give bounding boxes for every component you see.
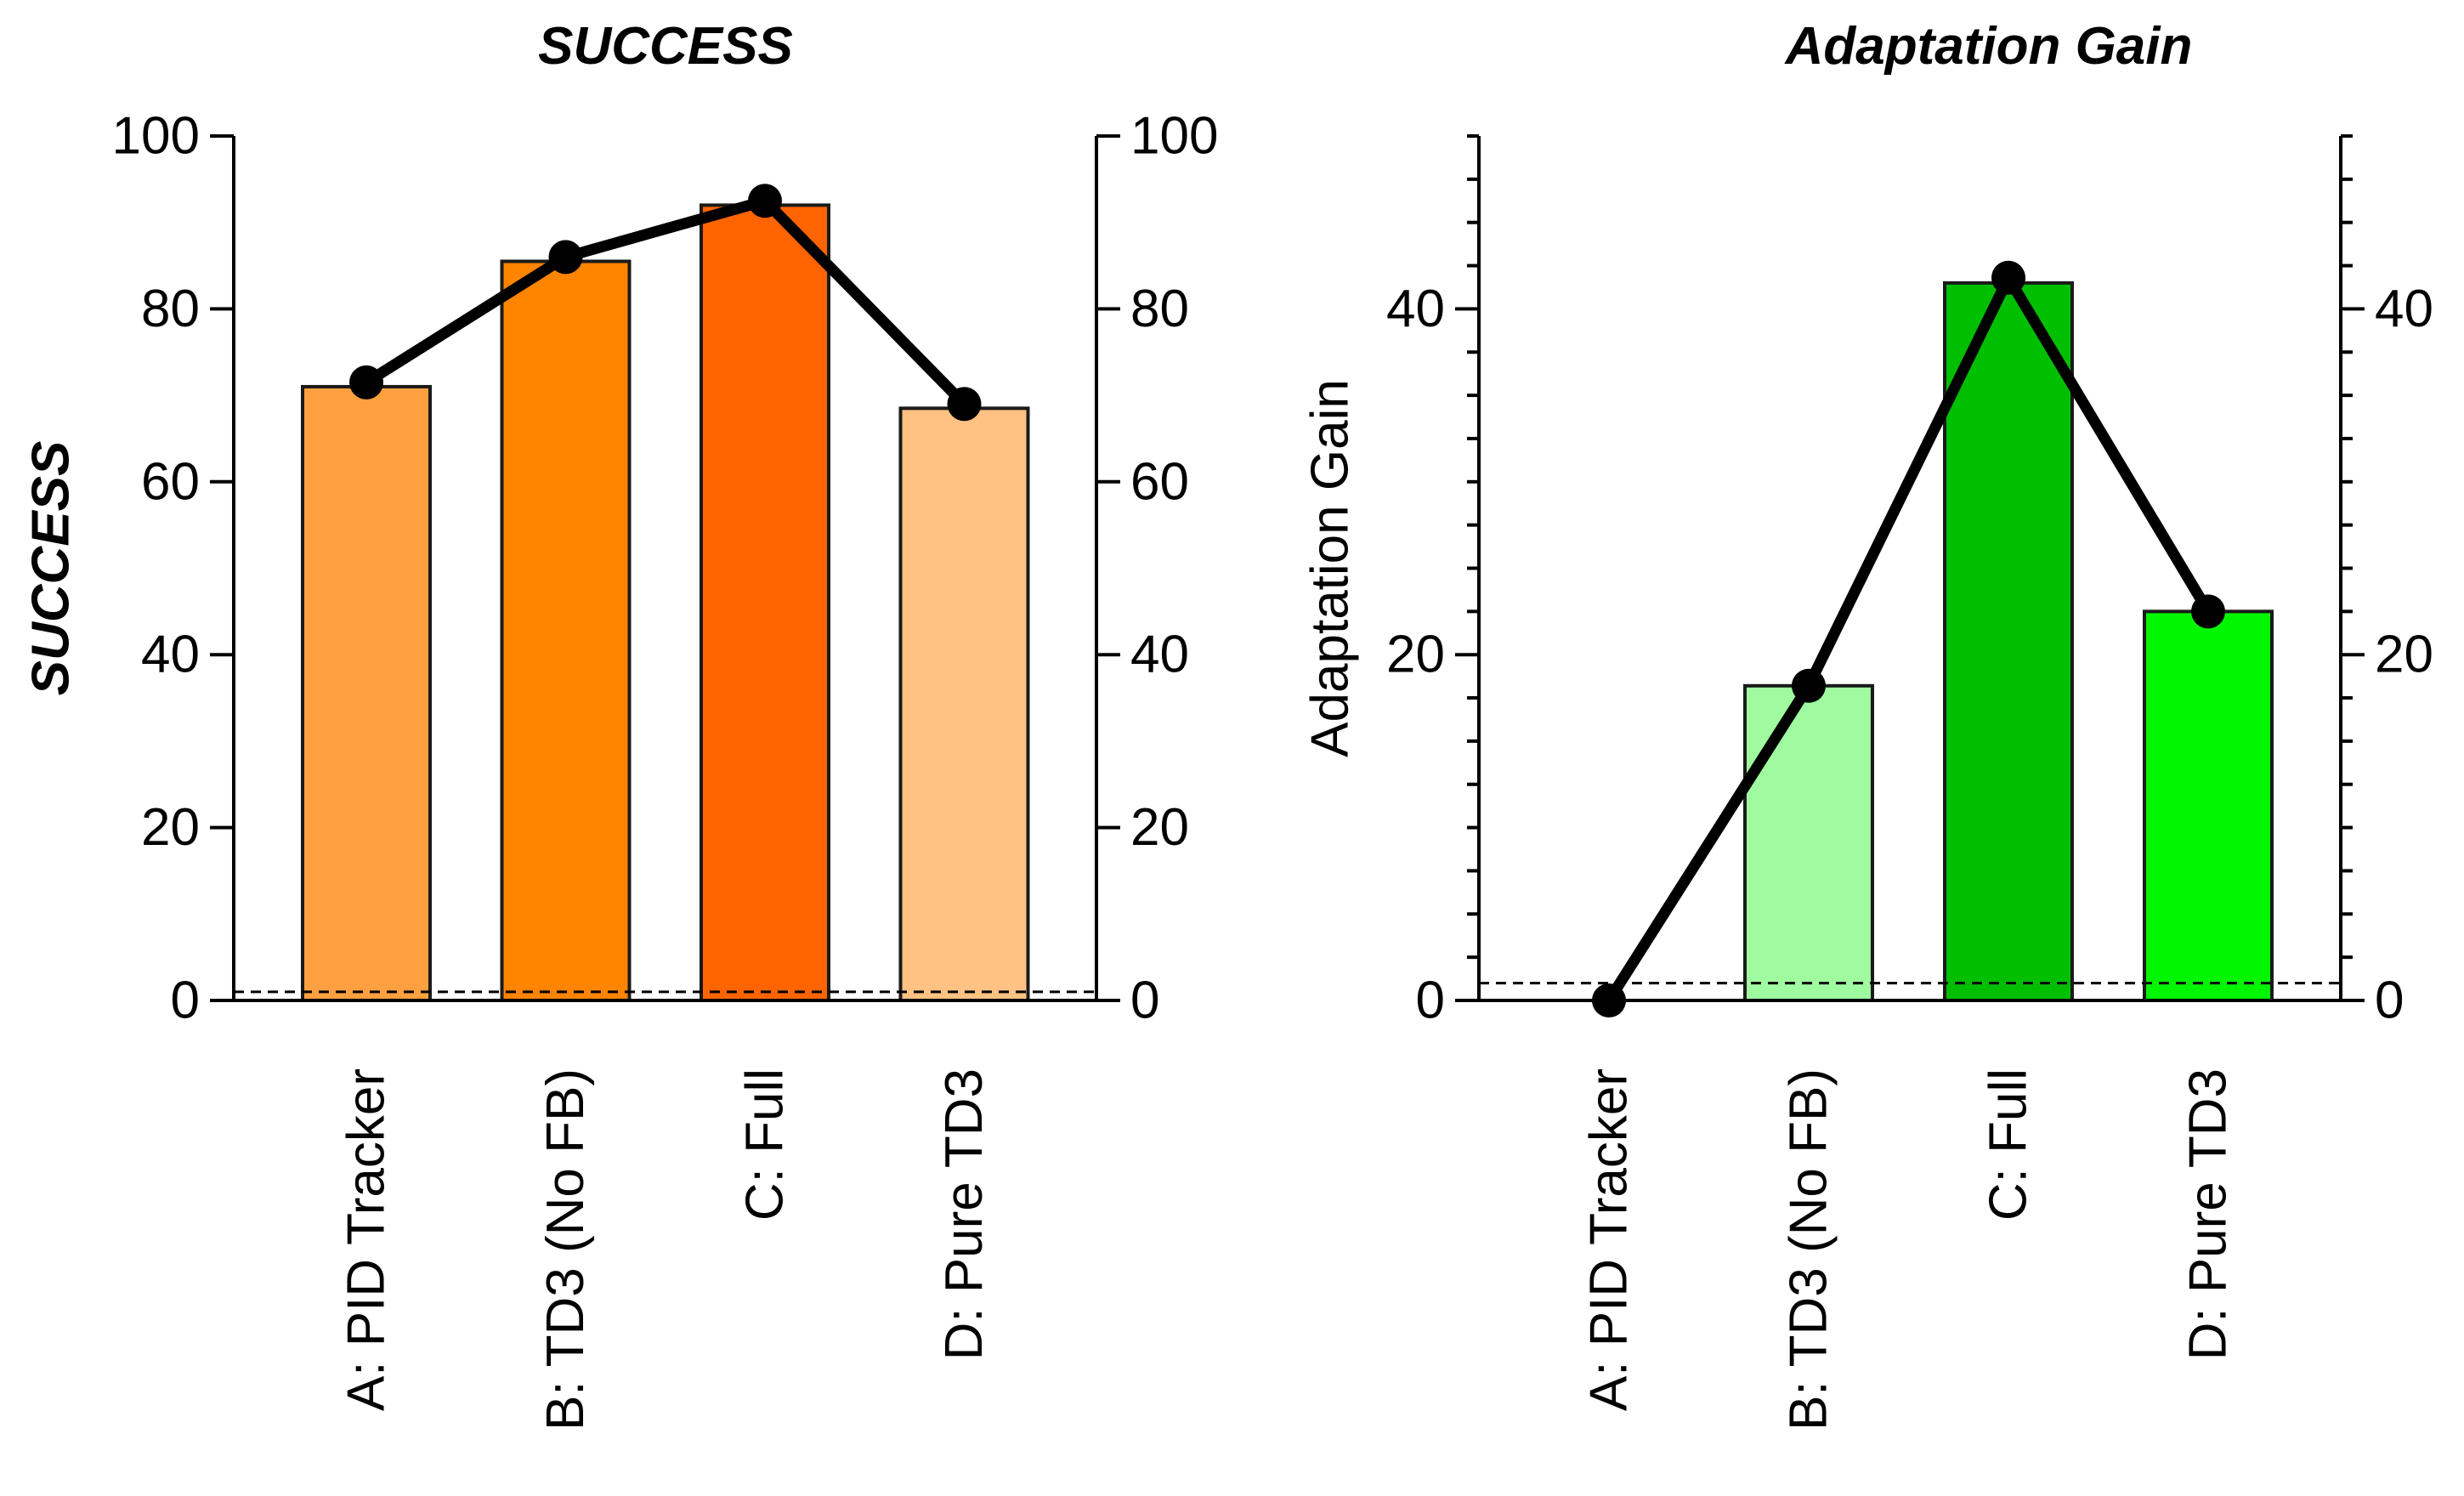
chart-2-category-label-a-pid-tracker: A: PID Tracker [1580,1068,1639,1411]
chart-1-y-axis-label: SUCCESS [22,441,81,696]
chart-2-point-d-pure-td3 [2191,594,2225,629]
success-chart: SUCCESS SUCCESS 0 0 20 20 40 40 60 60 80 80 100 100 A:… [22,17,1219,1431]
chart-1-left-tick-label: 20 [141,798,200,857]
chart-1-left-tick-label: 60 [141,452,200,511]
chart-2-category-label-d-pure-td3: D: Pure TD3 [2179,1068,2238,1360]
chart-1-bar-c-full [700,203,830,1003]
chart-2-left-tick-label: 40 [1386,280,1445,338]
chart-1-point-c-full [748,184,782,218]
chart-1-trend-line [363,195,969,408]
chart-2-bar-d-pure-td3 [2143,609,2274,1002]
chart-1-bar-a-pid-tracker [301,384,432,1002]
chart-2-left-tick-label: 0 [1416,972,1445,1030]
chart-1-point-a-pid-tracker [349,365,383,400]
chart-2-trend-line [1604,272,2213,1004]
chart-1-point-d-pure-td3 [947,387,982,422]
chart-1-bar-d-pure-td3 [898,406,1030,1003]
chart-2-point-b-td3-no-fb [1792,668,1826,703]
chart-2-right-tick-label: 40 [2375,280,2433,338]
chart-1-right-tick-label: 60 [1130,452,1189,511]
chart-1-right-tick-label: 40 [1130,626,1189,684]
chart-1-category-label-a-pid-tracker: A: PID Tracker [337,1068,396,1411]
chart-2-point-c-full [1991,260,2025,295]
chart-2-category-label-c-full: C: Full [1980,1068,2038,1221]
chart-1-bar-b-td3-no-fb [500,259,632,1002]
chart-1-category-label-c-full: C: Full [736,1068,795,1221]
chart-2-bar-b-td3-no-fb [1743,683,1874,1002]
chart-1-category-label-b-td3-no-fb: B: TD3 (No FB) [536,1068,595,1431]
chart-2-right-tick-label: 20 [2375,626,2433,684]
chart-1-left-tick-label: 100 [112,107,200,166]
chart-2-y-axis-label: Adaptation Gain [1301,379,1360,757]
chart-1-category-label-d-pure-td3: D: Pure TD3 [935,1068,994,1360]
chart-1-left-tick-label: 0 [171,972,200,1030]
chart-1-right-tick-label: 80 [1130,280,1189,338]
chart-2-title: Adaptation Gain [1784,17,2193,76]
chart-1-point-b-td3-no-fb [548,240,583,275]
chart-1-left-tick-label: 80 [141,280,200,338]
chart-1-right-tick-label: 100 [1130,107,1218,166]
chart-2-category-label-b-td3-no-fb: B: TD3 (No FB) [1780,1068,1838,1431]
chart-1-right-tick-label: 20 [1130,798,1189,857]
chart-2-right-tick-label: 0 [2375,972,2404,1030]
chart-1-left-tick-label: 40 [141,626,200,684]
chart-1-right-tick-label: 0 [1130,972,1159,1030]
chart-2-left-tick-label: 20 [1386,626,1445,684]
chart-2-bar-c-full [1943,280,2074,1002]
chart-1-title: SUCCESS [538,17,793,76]
chart-2-point-a-pid-tracker [1592,983,1626,1017]
adaptation-gain-chart: Adaptation Gain Adaptation Gain 0 0 20 20 40 40… [1301,17,2433,1431]
